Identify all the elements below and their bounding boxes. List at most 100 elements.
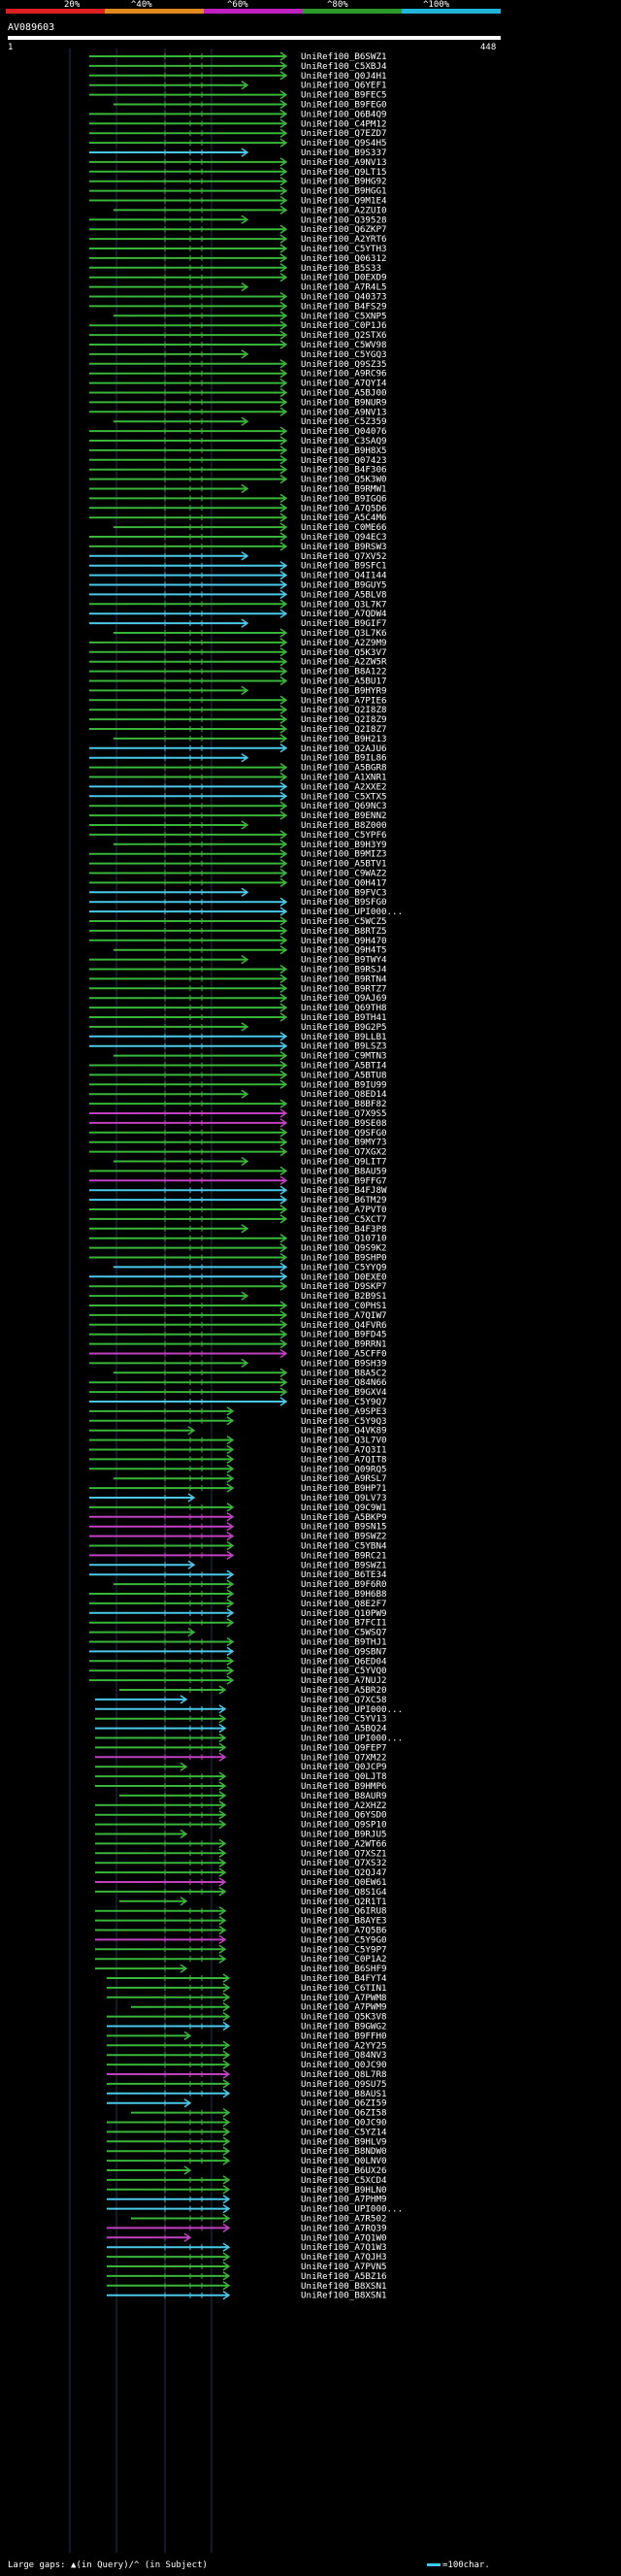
hit-label[interactable]: UniRef100_B8AU59 xyxy=(301,1166,387,1176)
hit-row[interactable]: UniRef100_B9SWZ1 xyxy=(89,1560,387,1570)
hit-label[interactable]: UniRef100_B9F6R0 xyxy=(301,1579,387,1590)
hit-label[interactable]: UniRef100_Q2R1T1 xyxy=(301,1897,387,1907)
hit-label[interactable]: UniRef100_B6TE34 xyxy=(301,1569,387,1580)
hit-label[interactable]: UniRef100_B9H8X5 xyxy=(301,446,387,456)
hit-label[interactable]: UniRef100_Q9M1E4 xyxy=(301,196,387,207)
hit-row[interactable]: UniRef100_Q0EW61 xyxy=(95,1877,387,1888)
hit-label[interactable]: UniRef100_B9HYR9 xyxy=(301,685,387,696)
hit-row[interactable]: UniRef100_Q9SBN7 xyxy=(89,1646,387,1657)
hit-row[interactable]: UniRef100_Q5K3V7 xyxy=(89,647,387,658)
hit-label[interactable]: UniRef100_Q10PW9 xyxy=(301,1608,387,1619)
hit-label[interactable]: UniRef100_B9MIZ3 xyxy=(301,849,387,860)
hit-row[interactable]: UniRef100_A2Z9M9 xyxy=(89,638,387,648)
hit-row[interactable]: UniRef100_Q9C9W1 xyxy=(89,1503,387,1513)
hit-label[interactable]: UniRef100_C0P1J6 xyxy=(301,320,387,331)
hit-row[interactable]: UniRef100_A7Q1W3 xyxy=(107,2242,387,2253)
hit-row[interactable]: UniRef100_Q4I144 xyxy=(89,571,387,581)
hit-row[interactable]: UniRef100_Q7XGX2 xyxy=(89,1147,387,1158)
hit-label[interactable]: UniRef100_C0ME66 xyxy=(301,522,387,533)
hit-label[interactable]: UniRef100_D0EXD9 xyxy=(301,273,387,283)
hit-label[interactable]: UniRef100_Q7XC58 xyxy=(301,1695,387,1705)
hit-label[interactable]: UniRef100_Q7XV52 xyxy=(301,551,387,562)
hit-label[interactable]: UniRef100_C5YTH3 xyxy=(301,244,387,254)
hit-row[interactable]: UniRef100_A9RSL7 xyxy=(114,1473,387,1484)
hit-row[interactable]: UniRef100_Q6B4Q9 xyxy=(89,109,387,119)
hit-label[interactable]: UniRef100_C5XCT7 xyxy=(301,1214,387,1225)
hit-label[interactable]: UniRef100_Q2QJ47 xyxy=(301,1867,387,1878)
hit-label[interactable]: UniRef100_B8AYE3 xyxy=(301,1916,387,1927)
hit-row[interactable]: UniRef100_B9HLN0 xyxy=(107,2185,387,2196)
hit-row[interactable]: UniRef100_Q9FEP7 xyxy=(95,1742,387,1753)
hit-row[interactable]: UniRef100_Q7X9S5 xyxy=(89,1108,387,1119)
hit-row[interactable]: UniRef100_B9HMP6 xyxy=(95,1781,387,1792)
hit-label[interactable]: UniRef100_B9SWZ2 xyxy=(301,1532,387,1542)
hit-row[interactable]: UniRef100_A9RC96 xyxy=(89,369,387,380)
hit-label[interactable]: UniRef100_Q69NC3 xyxy=(301,801,387,811)
hit-row[interactable]: UniRef100_A9NV13 xyxy=(89,407,387,417)
hit-label[interactable]: UniRef100_Q9C9W1 xyxy=(301,1503,387,1513)
hit-row[interactable]: UniRef100_B9SFG0 xyxy=(89,897,387,908)
hit-row[interactable]: UniRef100_A9NV13 xyxy=(89,157,387,168)
hit-label[interactable]: UniRef100_C5WV98 xyxy=(301,340,387,350)
hit-row[interactable]: UniRef100_A5BU17 xyxy=(89,677,387,687)
hit-label[interactable]: UniRef100_Q94EC3 xyxy=(301,532,387,543)
hit-row[interactable]: UniRef100_Q9M1E4 xyxy=(89,196,387,207)
hit-label[interactable]: UniRef100_A7RQ39 xyxy=(301,2223,387,2233)
hit-row[interactable]: UniRef100_Q9H4T5 xyxy=(114,945,387,956)
hit-row[interactable]: UniRef100_Q4FVR6 xyxy=(89,1320,387,1331)
hit-label[interactable]: UniRef100_Q0JCP9 xyxy=(301,1762,387,1772)
hit-row[interactable]: UniRef100_D0EXD9 xyxy=(89,273,387,283)
hit-label[interactable]: UniRef100_C5XBJ4 xyxy=(301,61,387,72)
hit-label[interactable]: UniRef100_A9NV13 xyxy=(301,157,387,168)
hit-row[interactable]: UniRef100_Q6YSD0 xyxy=(95,1810,387,1821)
hit-label[interactable]: UniRef100_C5YV13 xyxy=(301,1714,387,1725)
hit-label[interactable]: UniRef100_Q3L7K6 xyxy=(301,628,387,639)
hit-row[interactable]: UniRef100_A7NUJ2 xyxy=(89,1675,387,1686)
hit-label[interactable]: UniRef100_C5Y9Q7 xyxy=(301,1397,387,1407)
hit-label[interactable]: UniRef100_Q7EZD7 xyxy=(301,128,387,139)
hit-row[interactable]: UniRef100_B9FD45 xyxy=(89,1330,387,1340)
hit-row[interactable]: UniRef100_A7Q5B6 xyxy=(95,1926,387,1936)
hit-label[interactable]: UniRef100_C9WAZ2 xyxy=(301,869,387,879)
hit-label[interactable]: UniRef100_B8AUS1 xyxy=(301,2089,387,2099)
hit-label[interactable]: UniRef100_Q6YEF1 xyxy=(301,81,387,91)
hit-label[interactable]: UniRef100_C9MTN3 xyxy=(301,1051,387,1062)
hit-label[interactable]: UniRef100_Q7XS32 xyxy=(301,1858,387,1868)
hit-row[interactable]: UniRef100_B9HP71 xyxy=(89,1483,387,1494)
hit-label[interactable]: UniRef100_B9FEC5 xyxy=(301,90,387,101)
hit-label[interactable]: UniRef100_Q04076 xyxy=(301,426,387,437)
hit-label[interactable]: UniRef100_B4FS29 xyxy=(301,301,387,312)
hit-row[interactable]: UniRef100_Q9H470 xyxy=(89,936,387,946)
hit-label[interactable]: UniRef100_A2YY25 xyxy=(301,2040,387,2051)
hit-label[interactable]: UniRef100_A5BTI4 xyxy=(301,1061,387,1072)
hit-label[interactable]: UniRef100_A5BZ16 xyxy=(301,2271,387,2282)
hit-row[interactable]: UniRef100_B6UX26 xyxy=(107,2165,387,2176)
hit-row[interactable]: UniRef100_B8AYE3 xyxy=(95,1916,387,1927)
hit-row[interactable]: UniRef100_B6TM29 xyxy=(89,1195,387,1205)
hit-row[interactable]: UniRef100_Q7XV52 xyxy=(89,551,387,562)
hit-label[interactable]: UniRef100_A7PIE6 xyxy=(301,695,387,706)
hit-row[interactable]: UniRef100_C4PM12 xyxy=(89,118,387,129)
hit-label[interactable]: UniRef100_Q7XGX2 xyxy=(301,1147,387,1158)
hit-row[interactable]: UniRef100_C5YBN4 xyxy=(89,1541,387,1552)
hit-row[interactable]: UniRef100_C9MTN3 xyxy=(114,1051,387,1062)
hit-row[interactable]: UniRef100_B6TE34 xyxy=(89,1569,387,1580)
hit-label[interactable]: UniRef100_Q9FEP7 xyxy=(301,1742,387,1753)
hit-row[interactable]: UniRef100_Q0LNV0 xyxy=(107,2156,387,2166)
hit-label[interactable]: UniRef100_Q2I8Z8 xyxy=(301,705,387,715)
hit-row[interactable]: UniRef100_B9HG92 xyxy=(89,177,387,187)
hit-label[interactable]: UniRef100_Q0JC90 xyxy=(301,2118,387,2129)
hit-row[interactable]: UniRef100_B9GIF7 xyxy=(89,618,387,629)
hit-row[interactable]: UniRef100_Q07423 xyxy=(89,455,387,466)
hit-row[interactable]: UniRef100_UPI000... xyxy=(89,907,403,917)
hit-label[interactable]: UniRef100_A7Q1W3 xyxy=(301,2242,387,2253)
hit-row[interactable]: UniRef100_A2ZUI0 xyxy=(114,205,387,215)
hit-label[interactable]: UniRef100_Q6ZKP7 xyxy=(301,224,387,235)
hit-row[interactable]: UniRef100_A7PVT0 xyxy=(89,1205,387,1215)
hit-label[interactable]: UniRef100_B9RTZ7 xyxy=(301,983,387,994)
hit-label[interactable]: UniRef100_B9HLV9 xyxy=(301,2136,387,2147)
hit-label[interactable]: UniRef100_A5BJ00 xyxy=(301,388,387,399)
hit-row[interactable]: UniRef100_A5BR20 xyxy=(119,1685,387,1696)
hit-label[interactable]: UniRef100_B9RSJ4 xyxy=(301,965,387,975)
hit-label[interactable]: UniRef100_A7PVT0 xyxy=(301,1205,387,1215)
